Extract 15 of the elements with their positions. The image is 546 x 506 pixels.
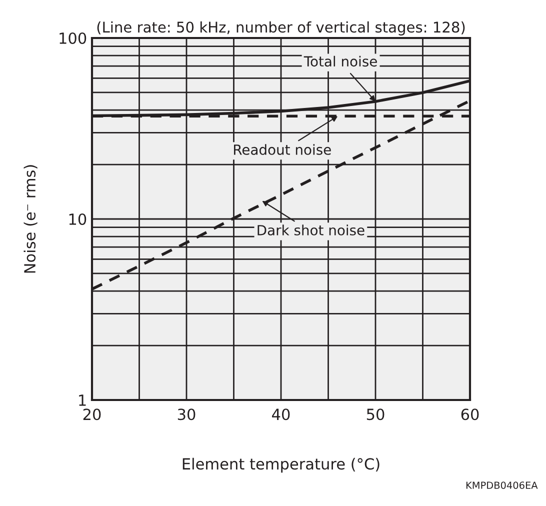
y-axis-title: Noise (e⁻ rms) [24,165,38,273]
y-tick-label: 1 [79,394,86,406]
y-tick-label: 100 [60,32,86,44]
x-tick-label: 60 [461,408,479,420]
x-axis-title: Element temperature (°C) [182,458,380,473]
x-tick-label: 40 [272,408,290,420]
annotation: Total noise [304,56,377,67]
text: KMPDB0406EA [466,482,538,489]
y-tick-label: 10 [69,213,86,226]
x-tick-label: 30 [178,408,196,420]
x-tick-label: 20 [83,408,101,420]
annotation: Readout noise [234,144,331,155]
chart-title: (Line rate: 50 kHz, number of vertical stages: 128) [97,21,465,36]
x-tick-label: 50 [366,408,384,420]
annotation: Dark shot noise [258,224,364,236]
